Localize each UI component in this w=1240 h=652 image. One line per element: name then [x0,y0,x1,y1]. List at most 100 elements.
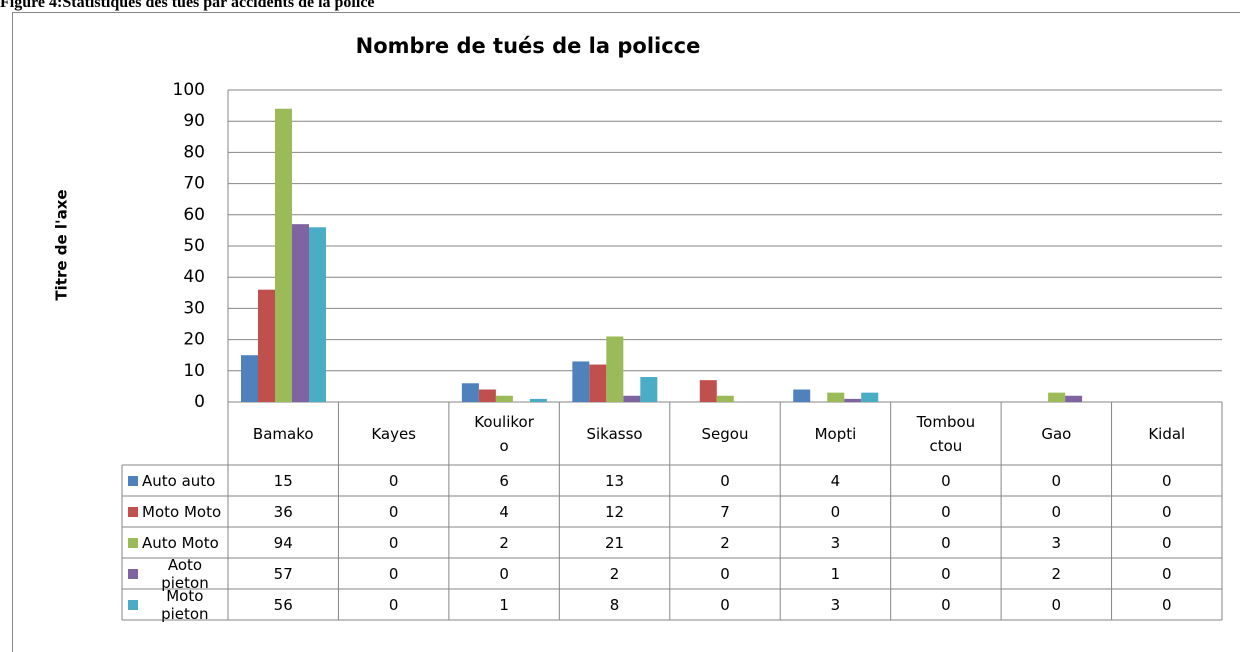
table-value: 0 [891,496,1001,527]
bar [275,108,292,402]
category-label: Tombouctou [891,402,1001,465]
legend-label: Aoto pieton [161,555,209,592]
legend-swatch [128,506,138,517]
legend-entry: Moto Moto [122,496,228,527]
table-value-text: 6 [499,471,509,490]
category-label: Mopti [780,402,890,465]
table-value: 36 [228,496,338,527]
table-value-text: 1 [830,564,841,583]
category-label-text: Koulikoro [474,412,534,455]
table-value-text: 4 [499,502,509,521]
table-value-text: 0 [388,564,399,583]
category-label: Segou [670,402,780,465]
table-value: 12 [559,496,669,527]
y-tick-label: 80 [183,142,205,162]
table-value: 0 [891,527,1001,558]
table-value-text: 0 [720,471,730,490]
table-value: 0 [891,558,1001,589]
category-label-text: Bamako [252,424,314,443]
table-value-text: 0 [941,533,951,552]
table-value: 0 [1112,496,1222,527]
table-value-text: 0 [1161,595,1172,614]
table-value: 56 [228,589,338,620]
table-value-text: 94 [273,533,293,552]
table-value-text: 2 [720,533,730,552]
y-tick-label: 0 [194,392,205,412]
table-value-text: 0 [388,502,399,521]
legend-entry: Auto auto [122,465,228,496]
y-tick-label: 50 [183,236,205,256]
bar [1065,395,1083,402]
table-value-text: 15 [273,471,293,490]
legend-label: Auto Moto [142,533,219,552]
chart-frame [12,12,1240,652]
category-label-text: Tombouctou [916,412,976,455]
category-label-text: Sikasso [586,424,643,443]
table-value: 8 [559,589,669,620]
table-value-text: 0 [941,502,951,521]
table-value: 0 [338,465,448,496]
bar [478,389,496,402]
table-value-text: 8 [609,595,620,614]
table-value: 0 [670,558,780,589]
bar [793,389,811,402]
legend-label: Moto Moto [142,502,222,521]
table-value-text: 3 [1051,533,1062,552]
table-value: 0 [1112,558,1222,589]
legend-entry: Moto pieton [122,586,228,623]
bar [309,227,326,402]
legend-label: Moto pieton [161,586,209,623]
bar [623,395,641,402]
legend-swatch [128,599,138,610]
table-value: 1 [780,558,890,589]
y-tick-label: 10 [183,361,205,381]
table-value: 94 [228,527,338,558]
table-value-text: 0 [1051,595,1062,614]
table-value-text: 2 [499,533,509,552]
table-value-text: 0 [1161,564,1172,583]
table-value-text: 0 [388,471,399,490]
y-tick-label: 40 [183,267,205,287]
bar [1048,392,1066,402]
table-value: 0 [1001,589,1111,620]
table-value-text: 0 [830,502,841,521]
category-label: Koulikoro [449,402,559,465]
bar [572,361,590,402]
table-value: 0 [1112,465,1222,496]
table-value-text: 4 [830,471,841,490]
category-label-text: Segou [701,424,749,443]
y-tick-label: 90 [183,111,205,131]
bar [495,395,513,402]
table-value: 3 [1001,527,1111,558]
table-value-text: 13 [605,471,625,490]
bar [716,395,734,402]
table-value: 4 [780,465,890,496]
category-label: Kidal [1112,402,1222,465]
table-value-text: 12 [605,502,625,521]
bar [640,377,658,402]
table-value: 0 [1112,589,1222,620]
table-value: 13 [559,465,669,496]
table-value: 0 [338,558,448,589]
category-label-text: Mopti [814,424,857,443]
table-value-text: 36 [273,502,293,521]
table-value-text: 0 [1051,502,1062,521]
table-value: 0 [449,558,559,589]
table-value-text: 0 [941,471,951,490]
y-tick-label: 100 [173,80,205,100]
table-value: 0 [338,589,448,620]
legend-entry: Auto Moto [122,527,228,558]
table-value: 15 [228,465,338,496]
table-value-text: 0 [499,564,509,583]
table-value: 0 [891,465,1001,496]
table-value-text: 2 [609,564,620,583]
table-value: 0 [1112,527,1222,558]
table-value-text: 0 [941,564,951,583]
table-value: 0 [338,496,448,527]
table-value: 1 [449,589,559,620]
table-value: 7 [670,496,780,527]
y-tick-label: 30 [183,298,205,318]
table-value-text: 0 [1051,471,1062,490]
table-value: 21 [559,527,669,558]
figure-caption: Figure 4:Statistiques des tués par accid… [0,0,375,11]
